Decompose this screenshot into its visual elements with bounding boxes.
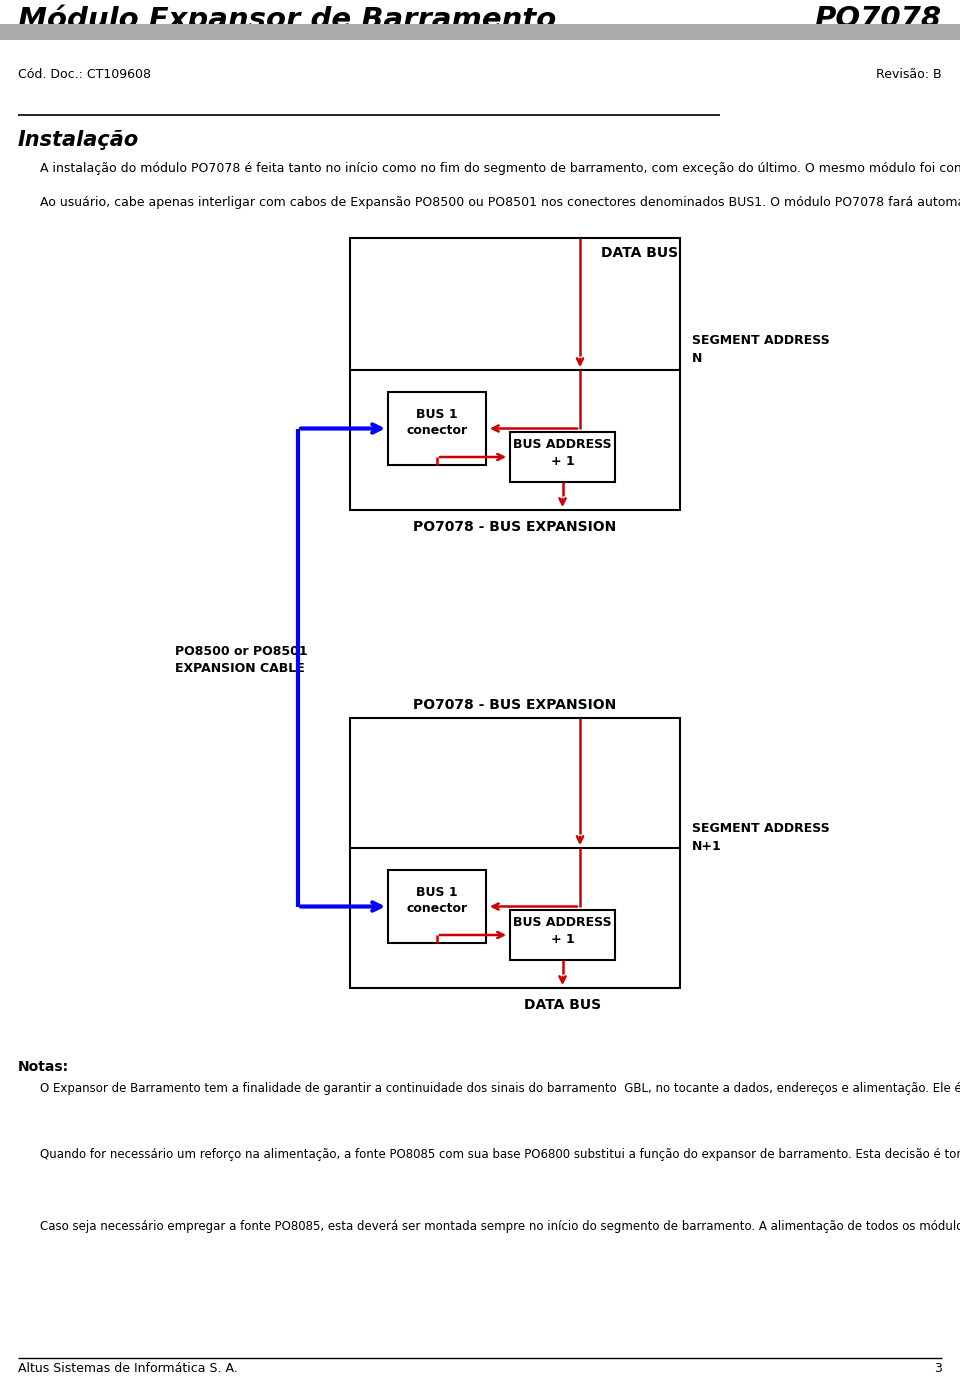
Text: Revisão: B: Revisão: B	[876, 68, 942, 80]
Text: SEGMENT ADDRESS
N: SEGMENT ADDRESS N	[692, 334, 829, 366]
Bar	[0, 24, 960, 40]
Bar	[350, 238, 680, 510]
Text: Instalação: Instalação	[18, 130, 139, 150]
Text: Altus Sistemas de Informática S. A.: Altus Sistemas de Informática S. A.	[18, 1362, 238, 1375]
Bar	[510, 911, 615, 960]
Text: Cód. Doc.: CT109608: Cód. Doc.: CT109608	[18, 68, 151, 80]
Text: PO8500 or PO8501
EXPANSION CABLE: PO8500 or PO8501 EXPANSION CABLE	[175, 644, 307, 675]
Text: BUS 1
conector: BUS 1 conector	[406, 407, 468, 438]
Text: PO7078 - BUS EXPANSION: PO7078 - BUS EXPANSION	[414, 699, 616, 712]
Text: PO7078 - BUS EXPANSION: PO7078 - BUS EXPANSION	[414, 520, 616, 534]
Text: A instalação do módulo PO7078 é feita tanto no início como no fim do segmento de: A instalação do módulo PO7078 é feita ta…	[40, 162, 960, 175]
Bar	[510, 432, 615, 482]
Text: PO7078: PO7078	[815, 6, 942, 33]
Text: DATA BUS: DATA BUS	[524, 998, 601, 1012]
Text: Módulo Expansor de Barramento: Módulo Expansor de Barramento	[18, 6, 556, 35]
Text: Caso seja necessário empregar a fonte PO8085, esta deverá ser montada sempre no : Caso seja necessário empregar a fonte PO…	[40, 1220, 960, 1234]
Text: Ao usuário, cabe apenas interligar com cabos de Expansão PO8500 ou PO8501 nos co: Ao usuário, cabe apenas interligar com c…	[40, 195, 960, 209]
Text: O Expansor de Barramento tem a finalidade de garantir a continuidade dos sinais : O Expansor de Barramento tem a finalidad…	[40, 1082, 960, 1095]
Text: 3: 3	[934, 1362, 942, 1375]
Text: BUS 1
conector: BUS 1 conector	[406, 886, 468, 916]
Text: DATA BUS: DATA BUS	[601, 245, 679, 261]
Text: BUS ADDRESS
+ 1: BUS ADDRESS + 1	[514, 438, 612, 468]
Bar	[388, 392, 486, 464]
Text: SEGMENT ADDRESS
N+1: SEGMENT ADDRESS N+1	[692, 822, 829, 854]
Text: Notas:: Notas:	[18, 1060, 69, 1074]
Bar	[350, 718, 680, 988]
Text: BUS ADDRESS
+ 1: BUS ADDRESS + 1	[514, 916, 612, 947]
Bar	[388, 870, 486, 942]
Text: Quando for necessário um reforço na alimentação, a fonte PO8085 com sua base PO6: Quando for necessário um reforço na alim…	[40, 1148, 960, 1161]
